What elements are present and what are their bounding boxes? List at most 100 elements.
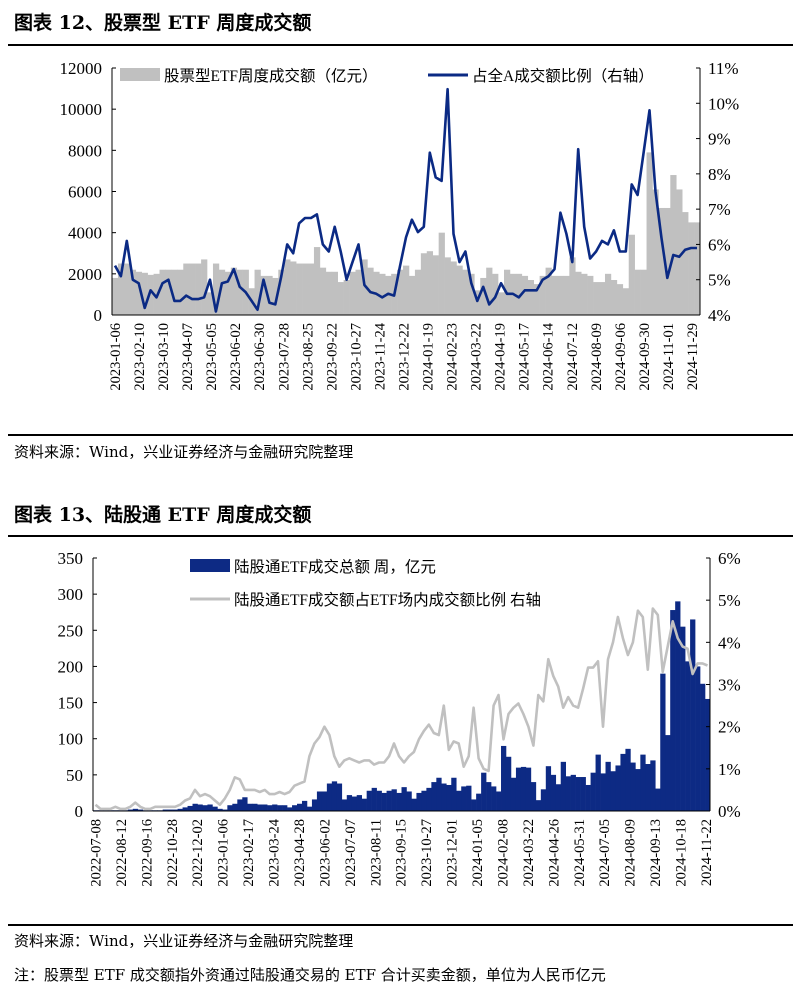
bar — [640, 754, 646, 811]
bar — [539, 275, 546, 315]
bar — [266, 275, 273, 315]
bar — [385, 275, 392, 315]
bar — [620, 753, 626, 811]
bar — [498, 292, 505, 315]
figure-13-title: 图表 13、陆股通 ETF 周度成交额 — [14, 504, 312, 526]
right-tick-label: 10% — [708, 94, 739, 113]
bar — [379, 273, 386, 315]
x-tick-label: 2023-01-06 — [216, 819, 232, 887]
right-tick-label: 7% — [708, 200, 731, 219]
bar — [580, 777, 586, 811]
right-tick-label: 2% — [718, 718, 741, 737]
left-tick-label: 12000 — [60, 59, 103, 78]
bar — [682, 212, 689, 315]
left-tick-label: 0 — [75, 802, 84, 821]
x-tick-label: 2022-09-16 — [139, 819, 155, 887]
bar — [610, 771, 616, 811]
bar — [501, 745, 507, 811]
bar — [207, 804, 213, 811]
bar — [595, 754, 601, 811]
right-tick-label: 4% — [718, 633, 741, 652]
bar — [207, 292, 214, 315]
bar — [182, 807, 188, 811]
bar — [527, 280, 534, 315]
x-tick-label: 2023-02-10 — [132, 323, 148, 391]
x-tick-label: 2024-08-09 — [623, 819, 639, 887]
right-tick-label: 9% — [708, 130, 731, 149]
bar — [127, 809, 134, 811]
bar — [262, 804, 268, 811]
x-tick-label: 2023-06-30 — [252, 323, 268, 391]
x-tick-label: 2023-11-24 — [372, 322, 388, 390]
bar — [530, 782, 537, 811]
bar — [356, 795, 362, 811]
bar — [147, 274, 154, 315]
bar — [569, 257, 576, 315]
left-tick-label: 2000 — [68, 265, 102, 284]
bar — [386, 790, 392, 811]
bar — [301, 800, 308, 811]
bar — [652, 189, 659, 315]
bar — [222, 809, 228, 811]
bar — [197, 804, 203, 811]
bar — [468, 273, 475, 315]
bar — [426, 251, 434, 315]
bar — [172, 809, 178, 811]
bar — [590, 772, 596, 811]
figure-13-source: 资料来源：Wind，兴业证券经济与金融研究院整理 — [14, 932, 354, 950]
bar — [610, 280, 618, 315]
bar — [401, 787, 407, 811]
x-tick-label: 2023-06-02 — [317, 819, 333, 887]
x-tick-label: 2023-09-15 — [394, 819, 410, 887]
x-tick-label: 2023-10-27 — [348, 323, 364, 391]
bar — [319, 267, 327, 315]
bar — [645, 764, 651, 811]
bar — [403, 265, 410, 315]
bar — [272, 804, 278, 811]
bar — [141, 272, 148, 315]
bar — [694, 222, 701, 315]
bar — [278, 269, 285, 315]
x-tick-label: 2023-10-27 — [419, 819, 435, 887]
bar — [575, 271, 582, 315]
bar — [628, 234, 635, 315]
bar — [282, 805, 288, 811]
bar — [650, 760, 656, 811]
bar — [700, 683, 706, 811]
bar — [431, 782, 437, 811]
x-tick-label: 2024-11-22 — [699, 819, 715, 886]
bar — [660, 673, 666, 811]
bar — [252, 803, 258, 811]
bar — [137, 809, 144, 811]
left-tick-label: 8000 — [68, 141, 102, 160]
bar — [123, 263, 131, 315]
bar — [257, 804, 263, 811]
x-tick-label: 2023-05-05 — [204, 323, 220, 391]
bar — [212, 263, 220, 315]
bar — [177, 269, 184, 315]
bar — [688, 222, 695, 315]
bar — [343, 280, 350, 315]
bar — [510, 777, 517, 811]
x-tick-label: 2023-12-22 — [396, 323, 412, 391]
x-tick-label: 2023-08-11 — [368, 819, 384, 886]
bar — [635, 769, 641, 811]
x-tick-label: 2023-09-22 — [324, 323, 340, 391]
bar — [521, 275, 529, 315]
bar — [593, 282, 600, 315]
bar — [451, 777, 457, 811]
bar — [525, 767, 532, 811]
left-tick-label: 6000 — [68, 183, 102, 202]
bar — [533, 284, 540, 315]
bar — [406, 791, 412, 811]
x-tick-label: 2024-02-08 — [495, 819, 511, 887]
x-tick-label: 2024-03-22 — [469, 323, 485, 391]
bar — [325, 271, 333, 315]
right-tick-label: 5% — [718, 591, 741, 610]
bar — [218, 269, 226, 315]
bar — [605, 761, 611, 811]
x-tick-label: 2023-08-25 — [300, 323, 316, 391]
bar — [292, 805, 298, 811]
bar — [306, 806, 313, 811]
x-tick-label: 2024-09-30 — [637, 323, 653, 391]
